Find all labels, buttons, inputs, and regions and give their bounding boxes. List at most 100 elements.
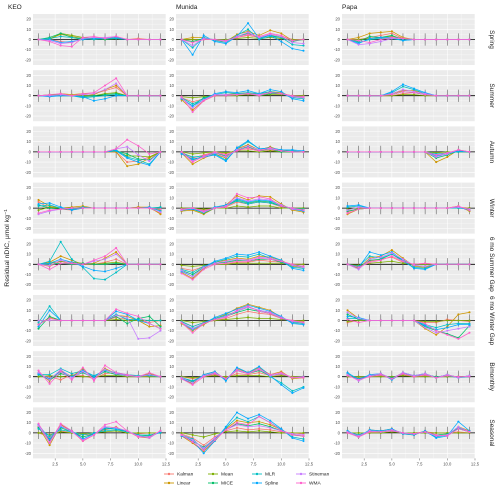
series-wma xyxy=(37,246,162,271)
data-point-stineman xyxy=(48,319,51,322)
column-label-keo: KEO xyxy=(8,4,22,11)
data-point-mean xyxy=(37,375,40,378)
y-tick-label: 20 xyxy=(26,410,31,415)
y-tick-label: 20 xyxy=(169,73,174,78)
data-point-linear xyxy=(191,163,194,166)
data-point-wma xyxy=(202,210,205,213)
data-point-mean xyxy=(246,206,250,209)
data-point-stineman xyxy=(137,337,140,340)
data-point-wma xyxy=(235,421,239,424)
data-point-linear xyxy=(390,248,393,252)
data-point-spline xyxy=(92,269,96,272)
series-line-wma xyxy=(181,92,304,113)
y-tick-label: 0 xyxy=(338,149,341,154)
data-point-spline xyxy=(457,420,460,423)
data-point-mean xyxy=(202,208,205,211)
data-point-linear xyxy=(446,155,449,159)
data-point-kalman xyxy=(59,378,62,381)
data-point-wma xyxy=(269,91,272,94)
data-point-mean xyxy=(148,431,151,434)
panel-munida-autumn: -20 -10 0 10 20 xyxy=(168,126,310,178)
data-point-stineman xyxy=(180,269,183,272)
series-line-mean xyxy=(38,430,161,436)
data-point-wma xyxy=(258,149,261,152)
data-point-spline xyxy=(103,97,107,100)
data-point-mice xyxy=(148,315,151,318)
data-point-mean xyxy=(258,429,261,432)
data-point-wma xyxy=(435,153,438,157)
data-point-mlr xyxy=(246,202,250,206)
data-point-linear xyxy=(368,32,371,35)
data-point-mice xyxy=(103,263,107,266)
data-point-wma xyxy=(401,150,405,153)
y-tick-label: 0 xyxy=(29,374,32,379)
data-point-wma xyxy=(115,371,118,374)
y-tick-label: -20 xyxy=(168,226,175,231)
data-point-spline xyxy=(224,379,227,382)
data-point-wma xyxy=(435,263,438,266)
data-point-mlr xyxy=(70,372,73,375)
row-label-autumn: Autumn xyxy=(488,141,495,164)
data-point-mean xyxy=(390,260,393,263)
data-point-spline xyxy=(224,160,227,163)
data-point-mlr xyxy=(302,437,305,441)
data-point-mean xyxy=(235,205,239,208)
data-point-wma xyxy=(224,262,227,265)
data-point-mean xyxy=(379,375,382,378)
data-point-wma xyxy=(70,319,73,322)
data-point-kalman xyxy=(235,313,239,316)
legend-label: Spline xyxy=(265,481,279,487)
legend-key-point xyxy=(167,472,171,476)
data-point-wma xyxy=(390,377,393,380)
data-point-wma xyxy=(126,138,129,141)
data-point-mlr xyxy=(191,155,194,159)
x-axes: 2.5 5.0 7.5 10.0 12.5 2.5 5.0 7.5 10.0 12.5 2.5 5.0… xyxy=(52,458,480,466)
data-point-mean xyxy=(457,319,460,322)
legend-key-point xyxy=(211,472,215,476)
y-tick-label: 10 xyxy=(335,364,340,369)
y-tick-label: -10 xyxy=(334,441,341,446)
data-point-wma xyxy=(401,207,405,210)
data-point-wma xyxy=(269,197,272,200)
data-point-spline xyxy=(291,47,294,50)
series-line-spline xyxy=(181,366,304,394)
data-point-wma xyxy=(148,322,151,325)
data-point-spline xyxy=(213,40,216,43)
y-tick-label: 20 xyxy=(26,241,31,246)
data-point-wma xyxy=(92,319,96,322)
series-line-stineman xyxy=(38,425,161,444)
series-wma xyxy=(346,255,471,269)
data-point-mean xyxy=(37,431,40,434)
y-tick-label: -10 xyxy=(25,47,32,52)
data-point-wma xyxy=(346,38,349,41)
data-point-spline xyxy=(280,427,283,430)
legend-key-point xyxy=(255,481,259,485)
data-point-spline xyxy=(412,87,416,90)
y-tick-label: -10 xyxy=(334,384,341,389)
data-point-mean xyxy=(191,96,194,99)
data-point-stineman xyxy=(357,43,360,46)
data-point-wma xyxy=(92,207,96,210)
data-point-linear xyxy=(126,165,129,168)
data-point-linear xyxy=(468,311,471,314)
y-tick-label: 20 xyxy=(26,185,31,190)
data-point-mice xyxy=(59,372,62,375)
data-point-mean xyxy=(235,429,239,432)
panel-munida-spring: -20 -10 0 10 20 xyxy=(168,14,310,65)
data-point-wma xyxy=(70,150,73,153)
data-point-stineman xyxy=(246,199,250,203)
x-tick-label: 10.0 xyxy=(277,461,286,466)
data-point-spline xyxy=(224,90,227,93)
data-point-linear xyxy=(115,251,118,254)
data-point-stineman xyxy=(115,314,118,317)
data-point-stineman xyxy=(246,31,250,34)
data-point-wma xyxy=(213,38,216,41)
y-tick-label: 20 xyxy=(335,73,340,78)
y-tick-label: -10 xyxy=(25,216,32,221)
data-point-linear xyxy=(435,161,438,164)
data-point-mlr xyxy=(191,379,194,382)
data-point-spline xyxy=(246,139,250,142)
data-point-spline xyxy=(246,254,250,257)
data-point-wma xyxy=(159,94,162,97)
